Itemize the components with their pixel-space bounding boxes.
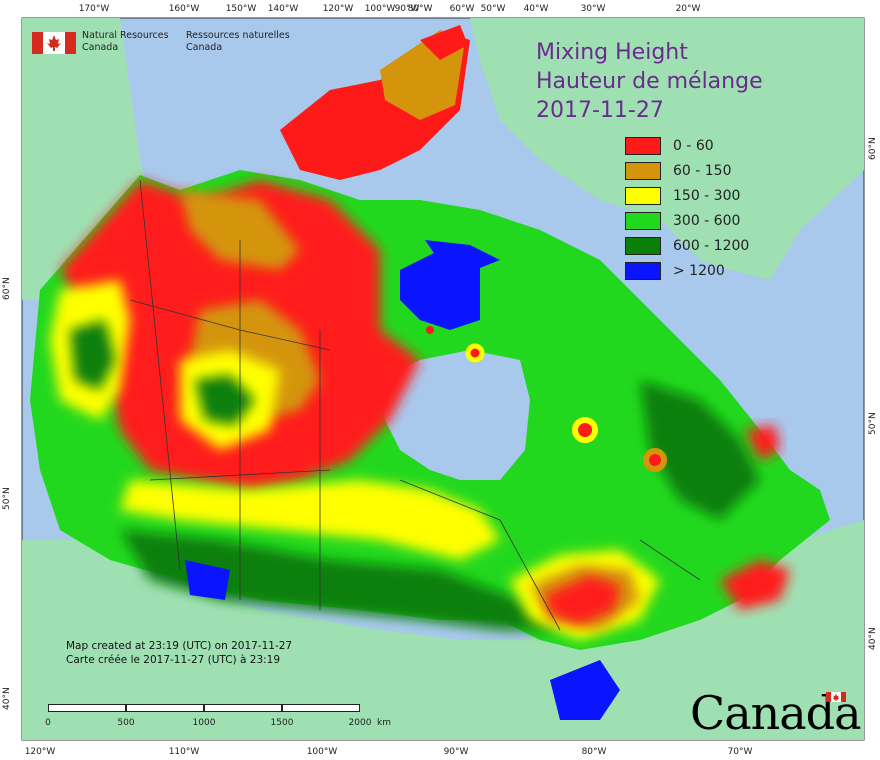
zone-darkgreen-bc [70, 320, 115, 390]
legend-swatch [625, 211, 661, 230]
graticule-label: 80°W [407, 4, 433, 14]
scale-seg-1 [48, 704, 126, 712]
legend-label: 150 - 300 [673, 187, 741, 204]
zone-red-maritimes [720, 560, 790, 610]
agency-fr-line1: Ressources naturelles [186, 30, 290, 41]
legend-label: 60 - 150 [673, 162, 732, 179]
graticule-label: 90°W [394, 4, 420, 14]
graticule-label: 160°W [168, 4, 200, 14]
scale-seg-2 [126, 704, 204, 712]
graticule-label: 50°N [2, 487, 12, 510]
zone-orange-north [180, 190, 300, 270]
wordmark-flag-icon [826, 692, 846, 702]
graticule-label: 60°N [2, 277, 12, 300]
zone-blue-south [185, 560, 230, 600]
legend-swatch [625, 236, 661, 255]
legend-label: 0 - 60 [673, 137, 714, 154]
scale-bar: 0 500 1000 1500 2000 km [44, 704, 391, 734]
scale-label-1000: 1000 [192, 718, 216, 728]
graticule-label: 110°W [168, 747, 200, 757]
zone-blue-ontario [550, 660, 620, 720]
graticule-label: 100°W [364, 4, 396, 14]
title-english: Mixing Height [536, 40, 688, 65]
ellesmere-red-tip [420, 25, 468, 60]
legend-swatch [625, 186, 661, 205]
graticule-label: 20°W [675, 4, 701, 14]
legend-swatch [625, 136, 661, 155]
legend-row: 600 - 1200 [625, 233, 749, 258]
spot-red-1 [572, 417, 598, 443]
legend-label: > 1200 [673, 262, 725, 279]
scale-label-1500: 1500 [270, 718, 294, 728]
map-credits: Map created at 23:19 (UTC) on 2017-11-27… [66, 639, 292, 667]
scale-unit: km [377, 718, 391, 728]
zone-red-quebec [545, 575, 620, 625]
graticule-label: 40°N [868, 627, 878, 650]
borders [129, 179, 701, 631]
legend-label: 600 - 1200 [673, 237, 750, 254]
legend-row: 300 - 600 [625, 208, 749, 233]
zone-blue-baffin-south [425, 240, 500, 270]
graticule-label: 120°W [24, 747, 56, 757]
graticule-label: 90°W [443, 747, 469, 757]
zone-red-labrador [745, 425, 780, 460]
agency-en-line2: Canada [82, 42, 119, 53]
legend-swatch [625, 161, 661, 180]
legend-row: > 1200 [625, 258, 749, 283]
graticule-label: 70°W [727, 747, 753, 757]
map-title: Mixing Height Hauteur de mélange 2017-11… [536, 38, 763, 125]
legend-label: 300 - 600 [673, 212, 741, 229]
legend-swatch [625, 261, 661, 280]
graticule-label: 100°W [306, 747, 338, 757]
graticule-label: 50°W [480, 4, 506, 14]
graticule-label: 40°N [2, 687, 12, 710]
map-date: 2017-11-27 [536, 98, 664, 123]
legend: 0 - 60 60 - 150 150 - 300 300 - 600 600 - 12… [625, 133, 749, 283]
alaska-land [22, 18, 150, 300]
spot-red-2 [643, 448, 667, 472]
scale-label-2000: 2000 [348, 718, 372, 728]
graticule-label: 30°W [580, 4, 606, 14]
zone-darkgreen-east [640, 380, 760, 520]
scale-label-0: 0 [45, 718, 51, 728]
graticule-label: 60°N [868, 137, 878, 160]
legend-row: 150 - 300 [625, 183, 749, 208]
scale-seg-3 [204, 704, 282, 712]
agency-en-line1: Natural Resources [82, 30, 169, 41]
legend-row: 0 - 60 [625, 133, 749, 158]
spot-red-3 [465, 343, 485, 363]
agency-fr-line2: Canada [186, 42, 223, 53]
zone-blue-baffin [400, 250, 480, 330]
graticule-label: 140°W [267, 4, 299, 14]
usa-land [22, 520, 864, 740]
scale-seg-4 [282, 704, 360, 712]
legend-row: 60 - 150 [625, 158, 749, 183]
graticule-label: 50°N [868, 412, 878, 435]
title-french: Hauteur de mélange [536, 69, 763, 94]
spot-red-4 [426, 326, 434, 334]
zone-yellow-south [120, 480, 500, 560]
graticule-label: 170°W [78, 4, 110, 14]
graticule-label: 120°W [322, 4, 354, 14]
graticule-label: 150°W [225, 4, 257, 14]
canada-flag-icon [32, 32, 76, 54]
hudson-bay [380, 350, 530, 480]
graticule-label: 60°W [449, 4, 475, 14]
credits-french: Carte créée le 2017-11-27 (UTC) à 23:19 [66, 654, 281, 666]
graticule-label: 40°W [523, 4, 549, 14]
credits-english: Map created at 23:19 (UTC) on 2017-11-27 [66, 640, 293, 652]
zone-darkgreen-south [120, 530, 560, 630]
scale-label-500: 500 [117, 718, 135, 728]
greenland-land [470, 18, 864, 280]
graticule-label: 80°W [581, 747, 607, 757]
